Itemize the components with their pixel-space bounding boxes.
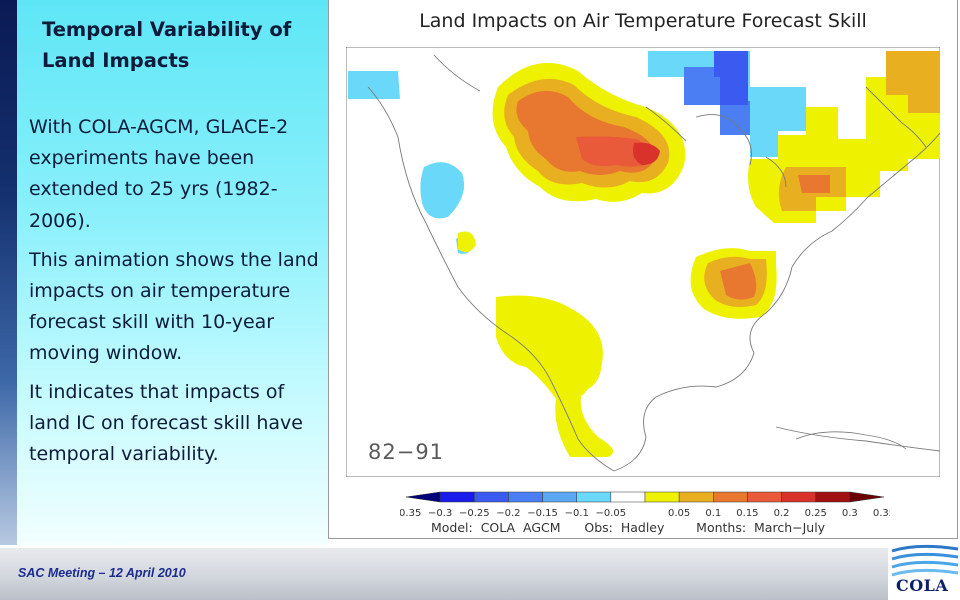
- colorbar-swatch: [610, 491, 646, 503]
- map-region-yellow-dot1: [458, 231, 476, 253]
- map-region-blue-north2: [714, 51, 748, 105]
- colorbar-swatch: [781, 491, 816, 503]
- colorbar-swatch: [439, 491, 475, 503]
- map-region-yellow-sw: [496, 295, 614, 457]
- colorbar-tick-label: −0.35: [400, 508, 421, 519]
- colorbar-tick-label: 0.15: [736, 508, 758, 519]
- colorbar-swatch: [678, 491, 714, 503]
- footer-bar: [0, 548, 960, 600]
- colorbar-tick-label: 0.05: [668, 508, 690, 519]
- colorbar-tick-label: −0.05: [596, 508, 627, 519]
- colorbar-tick-label: 0.1: [705, 508, 721, 519]
- colorbar-swatch: [474, 491, 509, 503]
- logo-text: COLA: [896, 576, 949, 595]
- meeting-label: SAC Meeting – 12 April 2010: [18, 566, 186, 580]
- map-region-red-se: [720, 263, 757, 300]
- colorbar-swatch: [508, 491, 543, 503]
- paragraph-1: With COLA-AGCM, GLACE-2 experiments have…: [29, 116, 289, 232]
- colorbar-tick-label: 0.25: [805, 508, 827, 519]
- colorbar-swatch: [576, 491, 612, 503]
- body-text: With COLA-AGCM, GLACE-2 experiments have…: [29, 112, 319, 477]
- paragraph-3: It indicates that impacts of land IC on …: [29, 380, 303, 466]
- island-coast: [795, 431, 907, 450]
- colorbar-swatch: [405, 491, 441, 503]
- colorbar-tick-label: 0.35: [873, 508, 890, 519]
- colorbar-tick-label: 0.2: [774, 508, 790, 519]
- map-region-red-east: [798, 175, 830, 193]
- left-accent-strip: [0, 0, 17, 545]
- map-region-deep-red: [576, 136, 653, 167]
- colorbar-tick-label: −0.1: [565, 508, 589, 519]
- map-region-cyan-west: [420, 162, 465, 219]
- colorbar-tick-label: −0.2: [496, 508, 520, 519]
- map-region-yellow-mexico: [559, 366, 590, 399]
- colorbar-tick-label: −0.25: [459, 508, 490, 519]
- colorbar-swatch: [815, 491, 851, 503]
- colorbar: −0.35 −0.3 −0.25 −0.2 −0.15 −0.1 −0.05 0.05 0.1 0…: [400, 491, 890, 519]
- slide-title: Temporal Variability of Land Impacts: [42, 18, 292, 72]
- colorbar-tick-label: −0.15: [527, 508, 558, 519]
- cola-logo: [888, 539, 960, 600]
- map-region-orange-ne: [886, 51, 940, 113]
- figure-caption: Model: COLA AGCM Obs: Hadley Months: Mar…: [431, 520, 826, 535]
- colorbar-tick-label: −0.3: [428, 508, 452, 519]
- map-region-core: [633, 142, 660, 165]
- text-panel: [17, 0, 328, 545]
- coastline: [367, 54, 940, 472]
- colorbar-swatch: [542, 491, 577, 503]
- colorbar-swatch: [644, 491, 680, 503]
- figure-title: Land Impacts on Air Temperature Forecast…: [419, 10, 867, 32]
- colorbar-swatch: [747, 491, 782, 503]
- colorbar-swatch: [713, 491, 748, 503]
- map-region-cyan-nw: [348, 71, 400, 99]
- paragraph-2: This animation shows the land impacts on…: [29, 248, 319, 365]
- period-label: 82−91: [368, 440, 445, 464]
- colorbar-tick-label: 0.3: [842, 508, 858, 519]
- skill-map: [346, 47, 940, 477]
- colorbar-swatch: [849, 491, 885, 503]
